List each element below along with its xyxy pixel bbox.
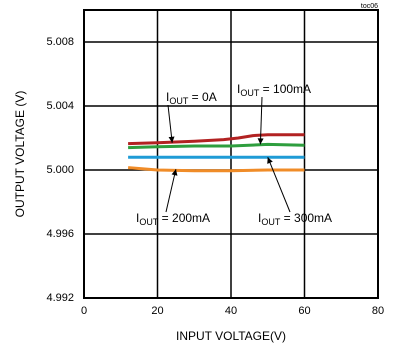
annotation-label: IOUT = 300mA [258,211,332,227]
y-tick-label: 4.996 [46,228,74,240]
x-axis-label: INPUT VOLTAGE(V) [176,329,286,343]
annotation-label: IOUT = 100mA [237,82,311,98]
annotation-label: IOUT = 0A [166,90,217,106]
y-tick-label: 4.992 [46,292,74,304]
series-lines [127,133,305,173]
annotation-leader [267,157,291,213]
y-tick-labels: 4.992 4.996 5.000 5.004 5.008 [46,36,74,304]
annotation-label: IOUT = 200mA [136,211,210,227]
y-tick-label: 5.008 [46,36,74,48]
annotation-arrowhead [171,169,178,176]
series-line-3 [127,166,305,173]
y-axis-label: OUTPUT VOLTAGE (V) [13,91,27,218]
y-tick-label: 5.000 [46,164,74,176]
annotation-leader [259,96,263,145]
y-tick-label: 5.004 [46,100,74,112]
annotation-arrowhead [257,138,264,145]
x-tick-labels: 0 20 40 60 80 [81,305,384,317]
annotations: IOUT = 0A IOUT = 100mA IOUT = 200mA IOUT = … [136,82,332,227]
x-tick-label: 80 [372,305,384,317]
x-tick-label: 40 [225,305,237,317]
corner-tag: toc06 [361,3,378,10]
x-tick-label: 60 [298,305,310,317]
x-tick-label: 0 [81,305,87,317]
annotation-arrowhead [267,157,273,164]
annotation-leader [165,169,177,213]
plot-frame [83,9,379,299]
x-tick-label: 20 [151,305,163,317]
annotation-arrowhead [168,136,175,143]
annotation-leader [167,104,173,143]
grid [83,10,379,299]
series-line-1 [128,142,305,150]
series-line-0 [128,133,305,146]
